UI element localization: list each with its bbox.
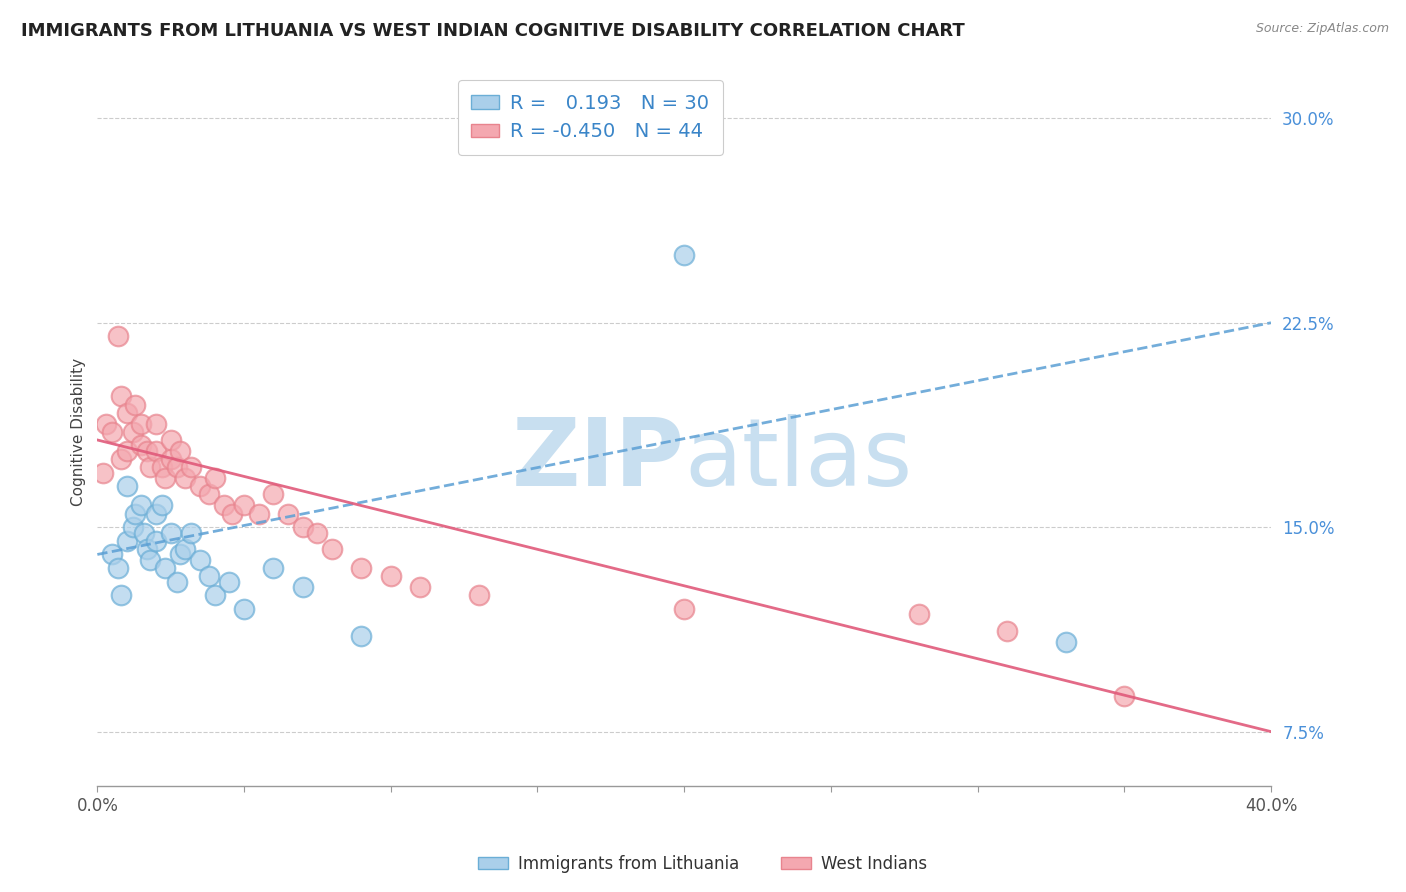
Point bbox=[262, 487, 284, 501]
Point bbox=[159, 452, 181, 467]
Point bbox=[131, 417, 153, 431]
Y-axis label: Cognitive Disability: Cognitive Disability bbox=[72, 358, 86, 506]
Point bbox=[136, 443, 159, 458]
Point bbox=[204, 588, 226, 602]
Point bbox=[110, 452, 132, 467]
Point bbox=[96, 417, 118, 431]
Point bbox=[110, 389, 132, 403]
Point bbox=[136, 541, 159, 556]
Point bbox=[121, 425, 143, 439]
Point bbox=[198, 569, 221, 583]
Point bbox=[124, 507, 146, 521]
Point bbox=[134, 525, 156, 540]
Point bbox=[145, 443, 167, 458]
Point bbox=[212, 499, 235, 513]
Point bbox=[221, 507, 243, 521]
Point bbox=[673, 602, 696, 616]
Point bbox=[307, 525, 329, 540]
Point bbox=[145, 507, 167, 521]
Point bbox=[188, 553, 211, 567]
Legend: Immigrants from Lithuania, West Indians: Immigrants from Lithuania, West Indians bbox=[472, 848, 934, 880]
Point bbox=[169, 443, 191, 458]
Text: IMMIGRANTS FROM LITHUANIA VS WEST INDIAN COGNITIVE DISABILITY CORRELATION CHART: IMMIGRANTS FROM LITHUANIA VS WEST INDIAN… bbox=[21, 22, 965, 40]
Point bbox=[150, 499, 173, 513]
Point bbox=[350, 561, 373, 575]
Point bbox=[204, 471, 226, 485]
Point bbox=[233, 499, 256, 513]
Point bbox=[1114, 689, 1136, 703]
Point bbox=[174, 471, 197, 485]
Point bbox=[174, 541, 197, 556]
Point bbox=[159, 433, 181, 447]
Point bbox=[115, 479, 138, 493]
Point bbox=[115, 443, 138, 458]
Point bbox=[262, 561, 284, 575]
Legend: R =  0.193  N = 30, R = -0.450  N = 44: R = 0.193 N = 30, R = -0.450 N = 44 bbox=[458, 80, 723, 155]
Text: Source: ZipAtlas.com: Source: ZipAtlas.com bbox=[1256, 22, 1389, 36]
Point bbox=[291, 520, 314, 534]
Point bbox=[233, 602, 256, 616]
Point bbox=[277, 507, 299, 521]
Point bbox=[115, 533, 138, 548]
Point bbox=[91, 466, 114, 480]
Point bbox=[166, 460, 188, 475]
Text: atlas: atlas bbox=[685, 414, 912, 506]
Point bbox=[673, 247, 696, 261]
Point bbox=[247, 507, 270, 521]
Point bbox=[131, 438, 153, 452]
Point bbox=[153, 471, 176, 485]
Point bbox=[107, 561, 129, 575]
Point bbox=[1054, 634, 1077, 648]
Point bbox=[145, 533, 167, 548]
Point bbox=[188, 479, 211, 493]
Point bbox=[350, 629, 373, 643]
Point bbox=[101, 425, 124, 439]
Point bbox=[380, 569, 402, 583]
Point bbox=[115, 406, 138, 420]
Point bbox=[166, 574, 188, 589]
Point bbox=[101, 548, 124, 562]
Point bbox=[110, 588, 132, 602]
Point bbox=[218, 574, 240, 589]
Point bbox=[131, 499, 153, 513]
Point bbox=[198, 487, 221, 501]
Point bbox=[150, 460, 173, 475]
Text: ZIP: ZIP bbox=[512, 414, 685, 506]
Point bbox=[139, 460, 162, 475]
Point bbox=[124, 398, 146, 412]
Point bbox=[180, 460, 202, 475]
Point bbox=[908, 607, 931, 622]
Point bbox=[291, 580, 314, 594]
Point bbox=[468, 588, 491, 602]
Point bbox=[321, 541, 343, 556]
Point bbox=[409, 580, 432, 594]
Point bbox=[153, 561, 176, 575]
Point bbox=[995, 624, 1018, 638]
Point bbox=[139, 553, 162, 567]
Point bbox=[159, 525, 181, 540]
Point bbox=[121, 520, 143, 534]
Point bbox=[180, 525, 202, 540]
Point bbox=[107, 329, 129, 343]
Point bbox=[145, 417, 167, 431]
Point bbox=[169, 548, 191, 562]
